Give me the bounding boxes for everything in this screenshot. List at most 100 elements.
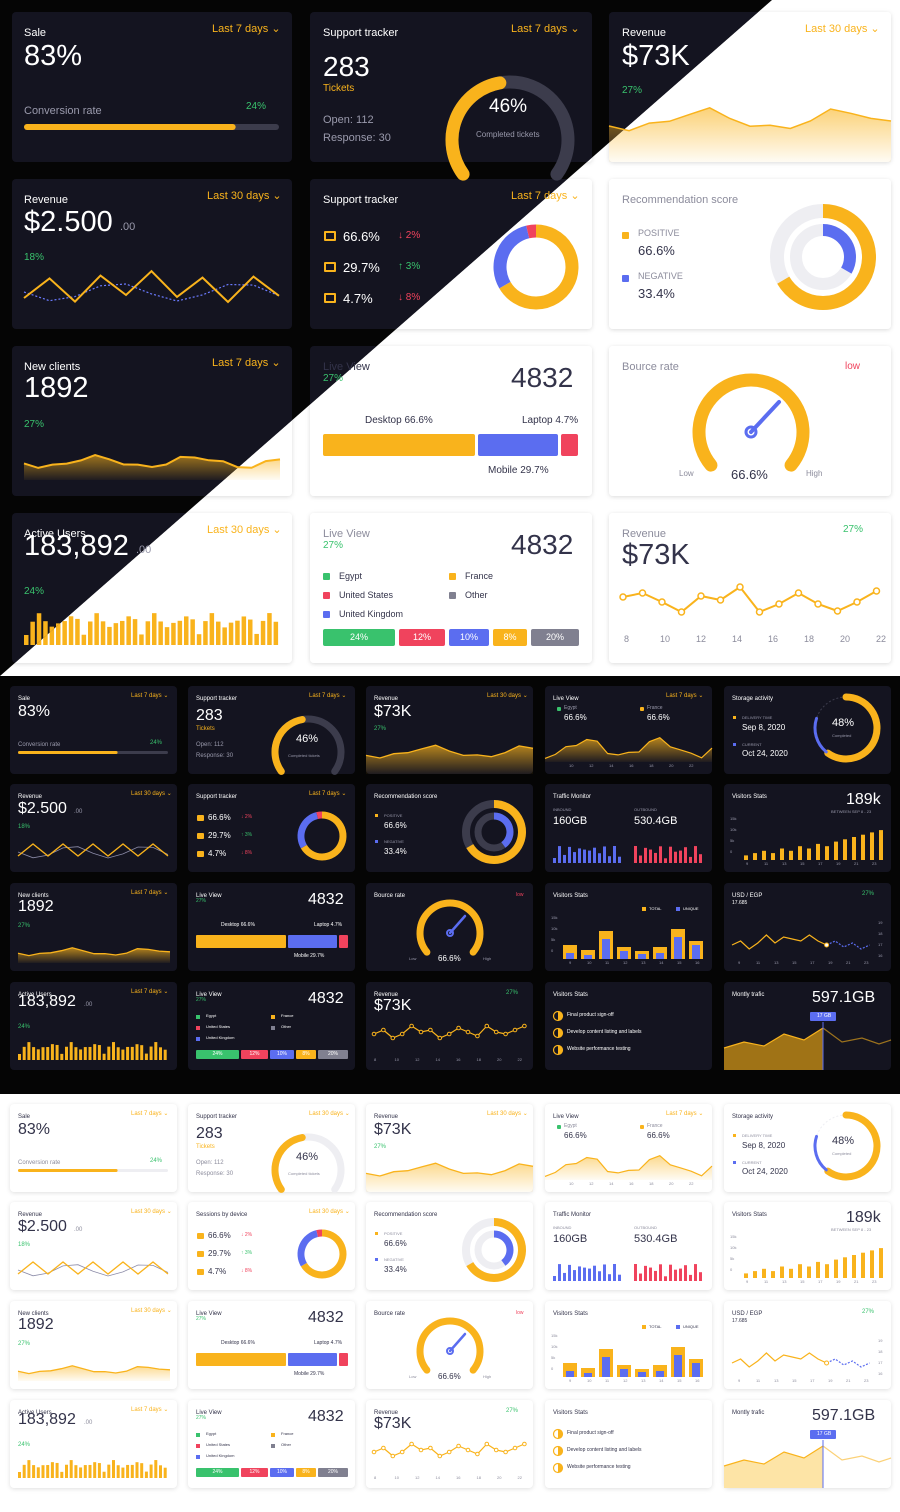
visitor-bar <box>798 1264 802 1278</box>
positive-label: POSITIVE <box>384 813 403 818</box>
visitors-title: Visitors Stats <box>553 1311 588 1317</box>
trend-badge: 27% <box>196 898 207 904</box>
task-item[interactable]: Website performance testing <box>567 1464 631 1470</box>
country-label: Other <box>281 1442 292 1447</box>
country-label: Egypt <box>206 1431 217 1436</box>
widget-card <box>366 1301 533 1389</box>
period-selector[interactable]: Last 30 days ⌄ <box>309 1111 350 1117</box>
dark-dashboard-grid: Sale 83% Conversion rate 24% Last 7 days ⌄ Su… <box>0 676 900 1094</box>
period-selector[interactable]: Last 7 days ⌄ <box>666 1111 704 1117</box>
axis-tick: 9 <box>569 1378 572 1383</box>
device-percent: 29.7% <box>343 260 380 275</box>
bounce-percent: 66.6% <box>438 954 461 963</box>
axis-tick: 11 <box>756 1378 761 1383</box>
period-selector[interactable]: Last 7 days ⌄ <box>131 890 169 896</box>
visitors-title: Visitors Stats <box>732 794 767 800</box>
mobile-share: Mobile 29.7% <box>294 953 325 959</box>
gauge-high: High <box>806 469 823 478</box>
trend-badge: 27% <box>323 540 344 551</box>
axis-tick: 20 <box>840 634 851 644</box>
open-count: Open: 112 <box>196 1160 224 1166</box>
hero-text-layer: Sale 83% Conversion rate 24% Last 7 days ⌄ Su… <box>0 0 900 676</box>
axis-tick: 15 <box>792 960 797 965</box>
task-item[interactable]: Final product sign-off <box>567 1012 614 1018</box>
revenue-title: Revenue <box>622 27 667 39</box>
widget-card <box>366 982 533 1070</box>
segment-label: 20% <box>545 632 565 642</box>
period-selector[interactable]: Last 7 days ⌄ <box>131 693 169 699</box>
chevron-down-icon: ⌄ <box>268 357 281 369</box>
period-selector[interactable]: Last 7 days ⌄ <box>212 357 281 369</box>
period-selector[interactable]: Last 30 days ⌄ <box>207 190 282 202</box>
axis-tick: 9 <box>746 861 749 866</box>
support-title: Support tracker <box>196 696 238 702</box>
axis-tick: 11 <box>764 861 769 866</box>
axis-tick: 16 <box>456 1057 461 1062</box>
task-item[interactable]: Develop content listing and labels <box>567 1447 642 1453</box>
country-label: United Kingdom <box>206 1035 235 1040</box>
monitor-icon <box>324 231 336 241</box>
hero-card <box>12 346 292 496</box>
period-selector[interactable]: Last 7 days ⌄ <box>131 1407 169 1413</box>
period-selector[interactable]: Last 7 days ⌄ <box>131 989 169 995</box>
hero-card <box>609 346 891 496</box>
axis-tick: 15k <box>551 1333 558 1338</box>
phone-icon <box>197 1251 204 1257</box>
arrow-up-icon: ↑ <box>398 261 406 272</box>
visitor-bar <box>816 1261 820 1278</box>
segment-label: 24% <box>212 1469 223 1475</box>
inbound-value: 160GB <box>553 1233 588 1245</box>
axis-tick: 10 <box>569 763 574 768</box>
legend-label: France <box>647 1123 663 1129</box>
device-percent: 29.7% <box>208 1249 231 1258</box>
arrow-up-icon: ↑ <box>241 1250 245 1256</box>
trend-badge: 24% <box>150 740 163 746</box>
task-item[interactable]: Website performance testing <box>567 1046 631 1052</box>
gauge-percent: 46% <box>296 733 319 745</box>
legend-unique: UNIQUE <box>683 1324 699 1329</box>
axis-tick: 13 <box>641 960 646 965</box>
period-selector[interactable]: Last 30 days ⌄ <box>131 1209 172 1215</box>
period-selector[interactable]: Last 7 days ⌄ <box>309 693 347 699</box>
axis-tick: 14 <box>659 1378 664 1383</box>
country-label: Egypt <box>206 1013 217 1018</box>
widget-card <box>10 686 177 774</box>
period-selector[interactable]: Last 7 days ⌄ <box>131 1111 169 1117</box>
widget-card <box>188 1301 355 1389</box>
storage-caption: Completed <box>832 1151 852 1156</box>
chevron-down-icon: ⌄ <box>521 1111 528 1117</box>
tooltip-tag: 17 GB <box>817 1431 832 1437</box>
period-selector[interactable]: Last 30 days ⌄ <box>131 1308 172 1314</box>
period-selector[interactable]: Last 7 days ⌄ <box>511 23 580 35</box>
axis-tick: 15 <box>800 861 805 866</box>
chevron-down-icon: ⌄ <box>343 1209 350 1215</box>
trend-badge: 24% <box>246 101 267 112</box>
axis-tick: 16 <box>629 763 634 768</box>
axis-tick: 21 <box>854 1279 859 1284</box>
period-selector[interactable]: Last 30 days ⌄ <box>805 23 880 35</box>
chevron-down-icon: ⌄ <box>161 890 169 896</box>
period-selector[interactable]: Last 7 days ⌄ <box>212 23 281 35</box>
period-selector[interactable]: Last 30 days ⌄ <box>131 791 172 797</box>
period-selector[interactable]: Last 30 days ⌄ <box>487 693 528 699</box>
gauge-percent: 46% <box>489 96 528 117</box>
task-item[interactable]: Develop content listing and labels <box>567 1029 642 1035</box>
period-selector[interactable]: Last 30 days ⌄ <box>207 524 282 536</box>
visitor-bar <box>807 848 811 860</box>
visitor-bar <box>789 850 793 860</box>
trend-badge: 27% <box>862 1309 875 1315</box>
period-selector[interactable]: Last 7 days ⌄ <box>666 693 704 699</box>
period-selector[interactable]: Last 7 days ⌄ <box>309 791 347 797</box>
device-change: ↑ 3% <box>241 832 253 838</box>
chevron-down-icon: ⌄ <box>165 1308 172 1314</box>
task-item[interactable]: Final product sign-off <box>567 1430 614 1436</box>
period-selector[interactable]: Last 30 days ⌄ <box>309 1209 350 1215</box>
revenue-title: Revenue <box>24 194 69 206</box>
monthly-value: 597.1GB <box>812 989 876 1006</box>
devices-title: Sessions by device <box>196 1212 248 1218</box>
period-selector[interactable]: Last 30 days ⌄ <box>487 1111 528 1117</box>
chevron-down-icon: ⌄ <box>161 1407 169 1413</box>
period-selector[interactable]: Last 7 days ⌄ <box>511 190 580 202</box>
trend-badge: 27% <box>196 997 207 1003</box>
trend-badge: 27% <box>506 1408 519 1414</box>
